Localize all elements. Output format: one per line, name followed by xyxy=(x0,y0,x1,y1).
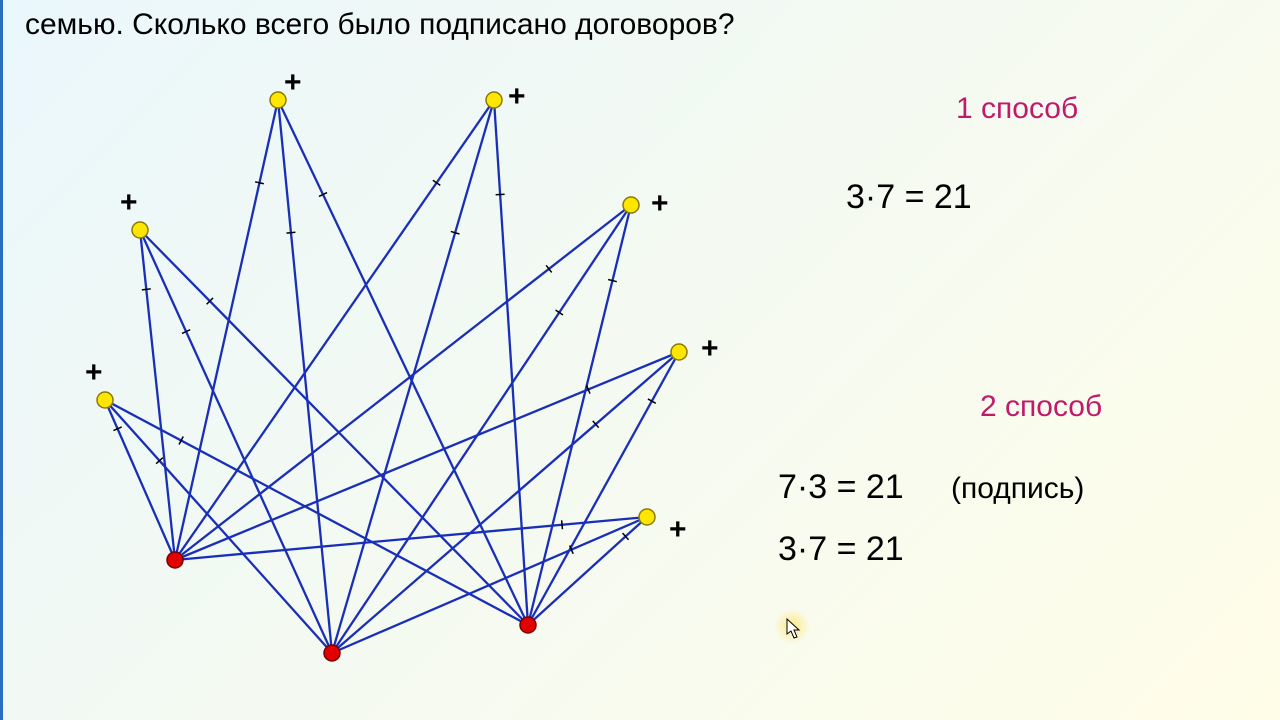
yellow-node xyxy=(132,222,148,238)
plus-label: + xyxy=(669,513,687,546)
graph-edge xyxy=(175,100,494,560)
graph-edge xyxy=(332,100,494,653)
plus-label: + xyxy=(284,66,302,99)
graph-edge xyxy=(140,230,332,653)
plus-label: + xyxy=(85,356,103,389)
graph-edge xyxy=(140,230,528,625)
yellow-node xyxy=(623,197,639,213)
graph-diagram: + + + + + + + xyxy=(30,55,750,695)
graph-edge xyxy=(105,400,175,560)
method1-title: 1 способ xyxy=(956,92,1078,126)
yellow-node xyxy=(486,92,502,108)
plus-label: + xyxy=(701,332,719,365)
red-node xyxy=(520,617,536,633)
edge-tick xyxy=(255,182,264,184)
graph-svg: + + + + + + + xyxy=(30,55,750,695)
plus-label: + xyxy=(120,186,138,219)
edge-tick xyxy=(496,194,505,195)
plus-label: + xyxy=(508,80,526,113)
graph-edge xyxy=(278,100,332,653)
edge-tick xyxy=(286,232,295,233)
yellow-node xyxy=(97,392,113,408)
method2-equation-2: 3·7 = 21 xyxy=(778,530,904,569)
method2-equation-1: 7·3 = 21 (подпись) xyxy=(778,468,1084,507)
method2-eq1-note: (подпись) xyxy=(951,472,1084,505)
red-node xyxy=(167,552,183,568)
graph-edge xyxy=(175,352,679,560)
graph-edge xyxy=(528,352,679,625)
edge-tick xyxy=(608,280,617,282)
method1-equation: 3·7 = 21 xyxy=(846,178,972,217)
graph-edge xyxy=(140,230,175,560)
edge-tick xyxy=(142,289,151,290)
graph-edge xyxy=(528,205,631,625)
method2-eq1-text: 7·3 = 21 xyxy=(778,468,904,506)
plus-label: + xyxy=(651,187,669,220)
graph-edge xyxy=(105,400,332,653)
yellow-node xyxy=(671,344,687,360)
yellow-node xyxy=(639,509,655,525)
graph-edge xyxy=(105,400,528,625)
mouse-cursor-icon xyxy=(786,618,802,640)
graph-edge xyxy=(528,517,647,625)
edge-tick xyxy=(562,520,563,529)
graph-edge xyxy=(494,100,528,625)
question-text: семью. Сколько всего было подписано дого… xyxy=(25,8,735,42)
red-node xyxy=(324,645,340,661)
method2-title: 2 способ xyxy=(980,390,1102,424)
graph-edge xyxy=(332,205,631,653)
method2-eq2-text: 3·7 = 21 xyxy=(778,530,904,568)
